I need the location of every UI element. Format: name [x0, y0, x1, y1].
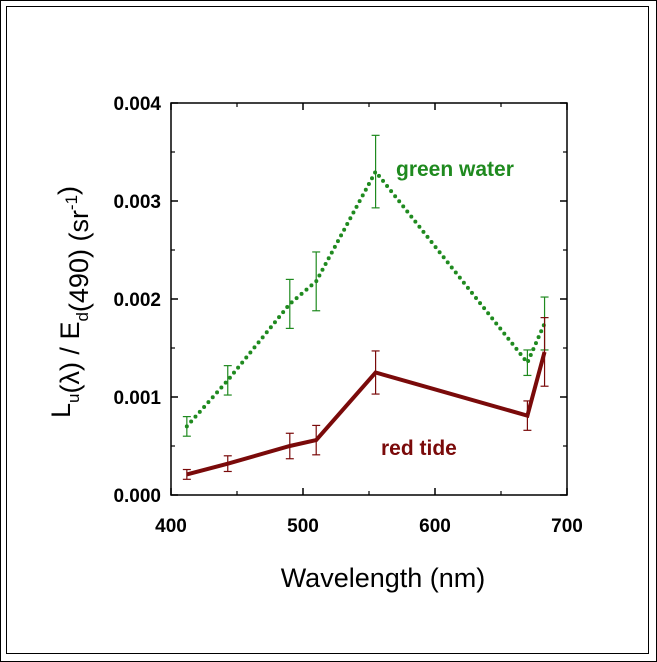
y-axis-title-part: (λ) / E	[55, 322, 85, 394]
series-line	[184, 167, 547, 429]
y-tick-label: 0.004	[113, 94, 161, 115]
figure-frame-inner	[6, 6, 649, 654]
y-axis-title-part: L	[46, 403, 76, 418]
y-axis-title-part: )	[53, 186, 83, 195]
y-tick-label: 0.000	[113, 486, 161, 507]
axis-ticks: 400 500 600 700 0.000 0.001 0.002 0.003 0.004	[113, 94, 582, 537]
x-axis-title: Wavelength (nm)	[281, 563, 486, 593]
x-tick-label: 600	[419, 516, 451, 537]
y-tick-label: 0.001	[113, 388, 161, 409]
y-axis-title-part: -1	[62, 195, 81, 210]
y-axis-title-part: d	[73, 312, 92, 321]
series-green-water	[182, 134, 549, 437]
series-label-red-tide: red tide	[381, 437, 457, 460]
y-tick-label: 0.003	[113, 192, 161, 213]
y-axis-title-part: u	[64, 394, 83, 403]
y-axis-title: Lu(λ) / Ed(490) (sr-1)	[46, 186, 94, 418]
series-layer	[182, 134, 549, 480]
x-tick-label: 700	[551, 516, 583, 537]
series-red-tide	[182, 317, 549, 480]
y-tick-label: 0.002	[113, 290, 161, 311]
x-tick-label: 500	[287, 516, 319, 537]
x-tick-label: 400	[155, 516, 187, 537]
series-line	[186, 351, 547, 477]
series-label-green-water: green water	[396, 158, 514, 181]
y-axis-title-part: (490) (sr	[64, 210, 94, 312]
